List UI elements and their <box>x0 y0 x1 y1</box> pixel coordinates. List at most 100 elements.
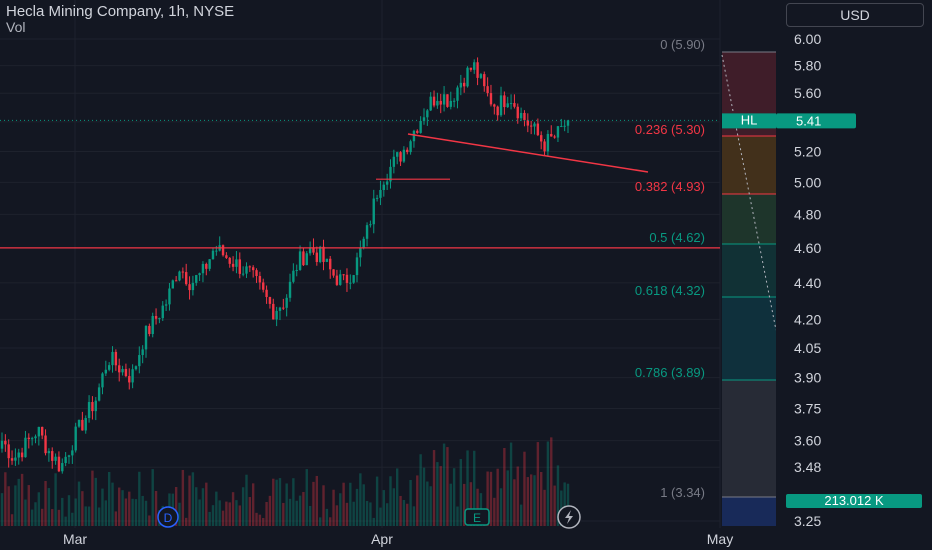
candle-body <box>563 125 566 127</box>
volume-bar <box>513 479 516 526</box>
price-tick-label: 3.90 <box>794 370 821 386</box>
candle-body <box>292 270 295 282</box>
price-tick-label: 5.60 <box>794 85 821 101</box>
fib-level-label: 0.786 (3.89) <box>635 365 705 380</box>
candle-body <box>369 224 372 226</box>
candle-body <box>34 436 37 439</box>
candle-body <box>114 351 118 366</box>
volume-bar <box>345 502 349 526</box>
candle-body <box>379 189 382 198</box>
candle-body <box>138 355 141 367</box>
volume-bar <box>365 500 369 526</box>
candle-body <box>503 95 506 108</box>
volume-bar <box>288 498 292 526</box>
volume-bar <box>44 481 47 526</box>
candle-body <box>429 96 432 111</box>
volume-bar <box>325 508 329 526</box>
price-tick-label: 3.75 <box>794 400 821 416</box>
candle-body <box>523 112 526 121</box>
candle-body <box>288 281 292 298</box>
candle-body <box>208 259 211 269</box>
candle-body <box>84 418 87 431</box>
candle-body <box>355 257 359 276</box>
volume-bar <box>20 473 24 526</box>
lightning-icon-glyph <box>565 510 573 524</box>
volume-badge <box>786 494 922 508</box>
price-tick-label: 4.40 <box>794 275 821 291</box>
candle-body <box>489 93 493 105</box>
volume-bar <box>392 488 396 526</box>
candle-body <box>134 366 138 370</box>
volume-bar <box>436 462 439 526</box>
candle-body <box>81 419 84 431</box>
price-tick-label: 3.48 <box>794 459 821 475</box>
candle-body <box>540 135 543 142</box>
volume-bar <box>399 495 402 526</box>
fib-zone <box>722 297 776 380</box>
candle-body <box>215 250 218 252</box>
volume-bar <box>97 507 101 526</box>
candle-body <box>513 103 516 107</box>
candle-body <box>195 275 198 283</box>
price-tick-label: 3.25 <box>794 513 821 529</box>
time-tick-label: May <box>707 531 733 547</box>
volume-bar <box>40 508 44 526</box>
candle-body <box>486 86 489 94</box>
candle-body <box>359 247 362 258</box>
volume-bar <box>526 477 530 526</box>
candle-body <box>104 369 108 374</box>
volume-bar <box>295 500 298 526</box>
candle-body <box>7 444 10 459</box>
candle-body <box>27 437 30 440</box>
drawing-lines[interactable] <box>0 119 720 249</box>
volume-bar <box>329 517 332 526</box>
candle-body <box>553 136 556 138</box>
candle-body <box>51 451 54 461</box>
candle-body <box>543 141 546 152</box>
volume-bar <box>111 482 114 526</box>
volume-bar <box>442 443 446 526</box>
volume-bar <box>278 478 282 526</box>
candle-body <box>185 272 188 285</box>
chart-grid <box>0 0 721 530</box>
volume-bar <box>174 487 178 526</box>
volume-bar <box>74 498 77 526</box>
volume-bar <box>134 499 138 526</box>
volume-bar <box>312 481 315 526</box>
volume-bar <box>519 504 523 526</box>
candle-body <box>362 238 365 248</box>
candle-body <box>372 198 375 225</box>
price-axis-bg <box>776 0 932 550</box>
volume-bar <box>355 488 359 526</box>
volume-bar <box>17 478 20 526</box>
volume-bar <box>87 506 91 526</box>
volume-bar <box>4 472 7 526</box>
volume-bar <box>339 493 342 526</box>
candle-body <box>442 94 446 105</box>
candle-body <box>4 440 7 445</box>
candle-body <box>231 263 235 267</box>
volume-bar <box>540 471 543 526</box>
candle-body <box>392 156 396 167</box>
volume-bar <box>429 486 432 526</box>
candle-body <box>205 263 208 269</box>
candle-body <box>406 149 409 153</box>
time-axis-bg <box>0 528 932 550</box>
fib-level-label: 0.5 (4.62) <box>649 230 705 245</box>
volume-bar <box>419 454 422 526</box>
volume-bar <box>57 509 61 526</box>
time-axis[interactable]: Mar Apr May <box>0 528 932 550</box>
candle-body <box>308 247 312 254</box>
volume-bar <box>61 497 64 526</box>
candle-body <box>365 225 369 239</box>
currency-selector[interactable]: USD <box>786 3 924 27</box>
volume-bar <box>64 516 67 526</box>
candle-body <box>221 245 225 256</box>
candle-body <box>375 197 379 199</box>
candle-body <box>476 62 479 78</box>
price-axis[interactable]: 6.005.805.605.405.205.004.804.604.404.20… <box>722 0 932 550</box>
volume-bar <box>406 503 409 526</box>
candle-body <box>275 310 278 320</box>
